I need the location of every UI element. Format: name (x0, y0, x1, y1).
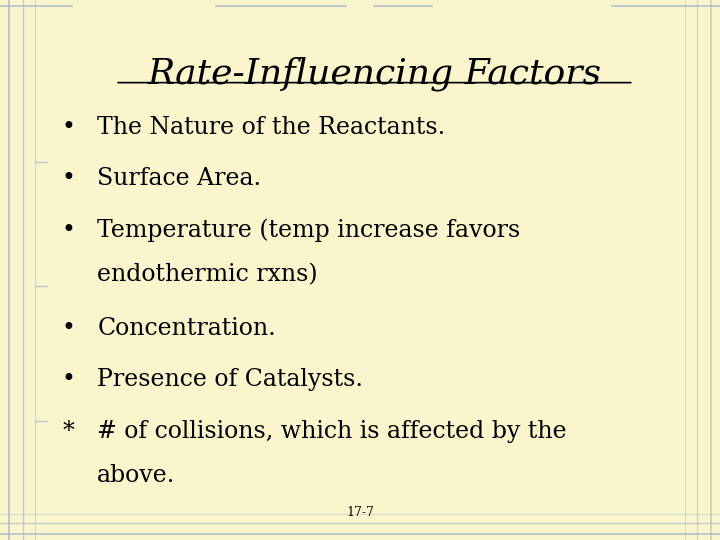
Text: Surface Area.: Surface Area. (97, 167, 261, 191)
Text: •: • (61, 219, 76, 242)
Text: endothermic rxns): endothermic rxns) (97, 263, 318, 286)
Text: Concentration.: Concentration. (97, 317, 276, 340)
Text: The Nature of the Reactants.: The Nature of the Reactants. (97, 116, 446, 139)
Text: •: • (61, 167, 76, 191)
Text: Presence of Catalysts.: Presence of Catalysts. (97, 368, 363, 392)
Text: Temperature (temp increase favors: Temperature (temp increase favors (97, 219, 521, 242)
Text: # of collisions, which is affected by the: # of collisions, which is affected by th… (97, 420, 567, 443)
Text: Rate-Influencing Factors: Rate-Influencing Factors (148, 57, 601, 91)
Text: •: • (61, 317, 76, 340)
Text: above.: above. (97, 464, 176, 487)
Text: •: • (61, 116, 76, 139)
Text: •: • (61, 368, 76, 392)
Text: 17-7: 17-7 (346, 507, 374, 519)
Text: *: * (63, 420, 74, 443)
